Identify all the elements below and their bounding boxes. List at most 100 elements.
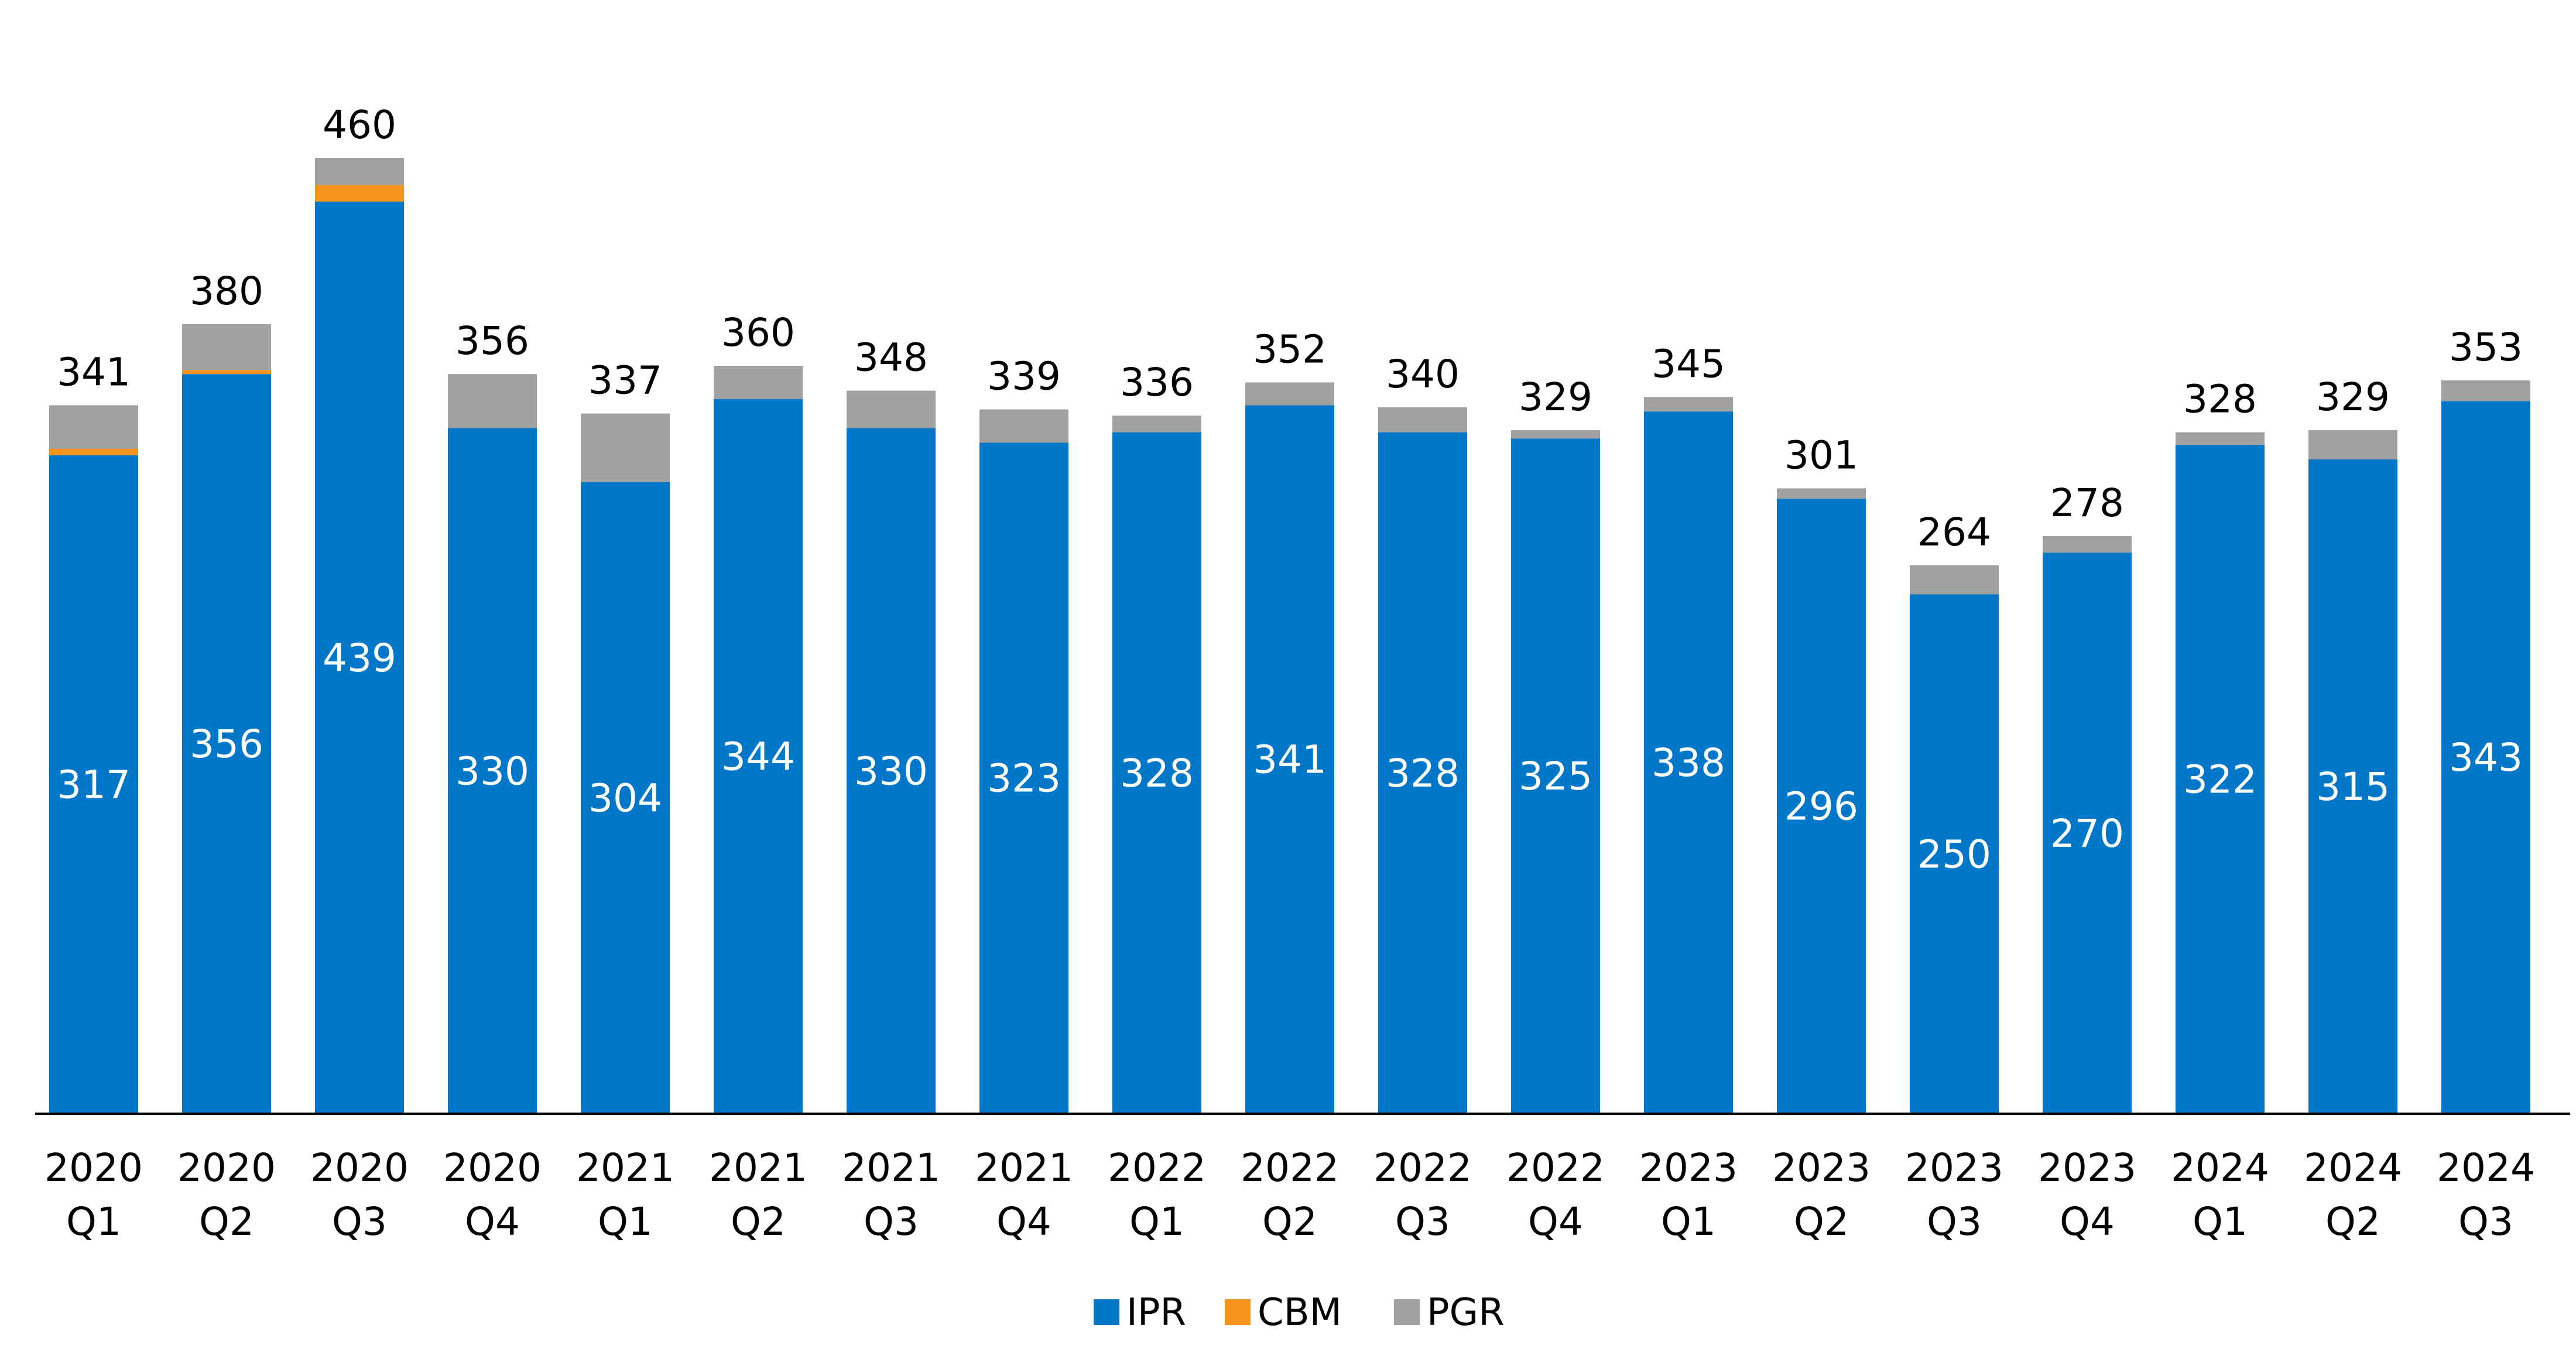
x-tick-label-7-0: 2021 <box>975 1145 1073 1190</box>
bar-pgr-1 <box>182 324 271 370</box>
x-tick-label-10-1: Q3 <box>1395 1199 1450 1244</box>
total-value-label-3: 356 <box>455 318 529 363</box>
ipr-value-label-15: 270 <box>2050 811 2124 856</box>
ipr-value-label-16: 322 <box>2183 757 2257 802</box>
total-value-label-11: 329 <box>1519 375 1592 420</box>
total-value-label-13: 301 <box>1784 432 1858 478</box>
bar-pgr-9 <box>1245 382 1334 405</box>
bar-pgr-5 <box>714 366 803 399</box>
total-value-label-12: 345 <box>1652 341 1725 386</box>
x-tick-label-10-0: 2022 <box>1373 1145 1472 1190</box>
ipr-value-label-7: 323 <box>987 756 1061 801</box>
x-tick-label-12-1: Q1 <box>1661 1199 1716 1244</box>
x-tick-label-13-0: 2023 <box>1772 1145 1871 1190</box>
x-tick-label-8-1: Q1 <box>1129 1199 1184 1244</box>
x-tick-label-6-1: Q3 <box>864 1199 919 1244</box>
bar-pgr-7 <box>979 410 1068 443</box>
ipr-value-label-14: 250 <box>1917 832 1991 877</box>
ipr-value-label-13: 296 <box>1784 784 1858 829</box>
bar-pgr-10 <box>1378 407 1467 432</box>
total-value-label-17: 329 <box>2316 375 2390 420</box>
ipr-value-label-9: 341 <box>1253 737 1327 782</box>
x-tick-label-2-0: 2020 <box>310 1145 409 1190</box>
total-value-label-7: 339 <box>987 354 1061 399</box>
x-tick-label-6-0: 2021 <box>842 1145 940 1190</box>
x-tick-label-2-1: Q3 <box>332 1199 387 1244</box>
total-value-label-0: 341 <box>57 349 131 394</box>
ipr-value-label-5: 344 <box>721 734 795 779</box>
x-tick-label-16-1: Q1 <box>2193 1199 2248 1244</box>
bar-pgr-15 <box>2043 536 2132 552</box>
x-tick-label-4-1: Q1 <box>598 1199 653 1244</box>
x-tick-label-3-0: 2020 <box>443 1145 542 1190</box>
x-tick-label-0-1: Q1 <box>66 1199 121 1244</box>
x-tick-label-16-0: 2024 <box>2171 1145 2269 1190</box>
bar-pgr-6 <box>847 391 936 428</box>
ipr-value-label-18: 343 <box>2449 735 2523 780</box>
x-tick-label-7-1: Q4 <box>996 1199 1051 1244</box>
total-value-label-14: 264 <box>1917 510 1991 555</box>
ipr-value-label-2: 439 <box>323 636 396 681</box>
bars-layer <box>49 158 2530 1114</box>
bar-pgr-3 <box>448 374 537 428</box>
total-value-label-5: 360 <box>721 310 795 355</box>
bar-pgr-12 <box>1644 397 1733 411</box>
bar-pgr-16 <box>2176 432 2265 445</box>
x-tick-label-18-0: 2024 <box>2437 1145 2535 1190</box>
x-tick-label-12-0: 2023 <box>1639 1145 1738 1190</box>
ipr-value-label-3: 330 <box>455 749 529 794</box>
x-tick-label-15-0: 2023 <box>2038 1145 2136 1190</box>
ipr-value-label-0: 317 <box>57 762 131 807</box>
legend-label-ipr: IPR <box>1126 1291 1186 1334</box>
total-value-label-2: 460 <box>323 102 396 147</box>
x-tick-label-8-0: 2022 <box>1108 1145 1206 1190</box>
total-value-label-8: 336 <box>1120 360 1194 405</box>
ipr-value-label-11: 325 <box>1519 754 1592 799</box>
bar-pgr-2 <box>315 158 404 185</box>
x-tick-label-17-1: Q2 <box>2325 1199 2380 1244</box>
x-tick-label-5-0: 2021 <box>709 1145 807 1190</box>
bar-cbm-0 <box>49 449 138 455</box>
bar-cbm-1 <box>182 370 271 374</box>
x-tick-label-15-1: Q4 <box>2060 1199 2115 1244</box>
total-value-label-6: 348 <box>854 335 928 380</box>
ipr-value-label-8: 328 <box>1120 751 1194 796</box>
total-value-label-15: 278 <box>2050 480 2124 526</box>
x-tick-label-13-1: Q2 <box>1794 1199 1849 1244</box>
x-tick-label-0-0: 2020 <box>44 1145 143 1190</box>
total-value-label-9: 352 <box>1253 327 1327 372</box>
bar-pgr-18 <box>2441 380 2530 401</box>
x-tick-label-3-1: Q4 <box>465 1199 520 1244</box>
total-value-label-16: 328 <box>2183 377 2257 422</box>
x-tick-label-9-0: 2022 <box>1241 1145 1339 1190</box>
x-tick-label-11-0: 2022 <box>1506 1145 1605 1190</box>
ipr-value-label-1: 356 <box>190 722 263 767</box>
ipr-value-label-12: 338 <box>1652 740 1725 785</box>
ipr-value-label-6: 330 <box>854 749 928 794</box>
x-tick-label-5-1: Q2 <box>731 1199 786 1244</box>
total-value-label-1: 380 <box>190 269 263 314</box>
total-value-label-4: 337 <box>588 358 662 403</box>
ipr-value-label-4: 304 <box>588 775 662 821</box>
x-tick-label-4-0: 2021 <box>576 1145 674 1190</box>
bar-pgr-8 <box>1112 416 1201 432</box>
bar-pgr-11 <box>1511 430 1600 438</box>
x-tick-label-14-0: 2023 <box>1905 1145 2003 1190</box>
legend-label-cbm: CBM <box>1258 1291 1342 1334</box>
x-tick-label-18-1: Q3 <box>2458 1199 2513 1244</box>
x-tick-label-17-0: 2024 <box>2304 1145 2402 1190</box>
total-value-label-18: 353 <box>2449 325 2523 370</box>
legend-swatch-ipr <box>1094 1299 1119 1325</box>
ipr-value-label-17: 315 <box>2316 764 2390 809</box>
x-tick-label-14-1: Q3 <box>1927 1199 1982 1244</box>
bar-pgr-4 <box>581 414 670 482</box>
bar-pgr-14 <box>1910 565 1999 595</box>
legend: IPRCBMPGR <box>1094 1291 1505 1334</box>
legend-swatch-pgr <box>1394 1299 1420 1325</box>
bar-pgr-13 <box>1777 488 1866 499</box>
ipr-value-label-10: 328 <box>1386 751 1460 796</box>
x-tick-label-1-1: Q2 <box>199 1199 254 1244</box>
legend-swatch-cbm <box>1225 1299 1251 1325</box>
